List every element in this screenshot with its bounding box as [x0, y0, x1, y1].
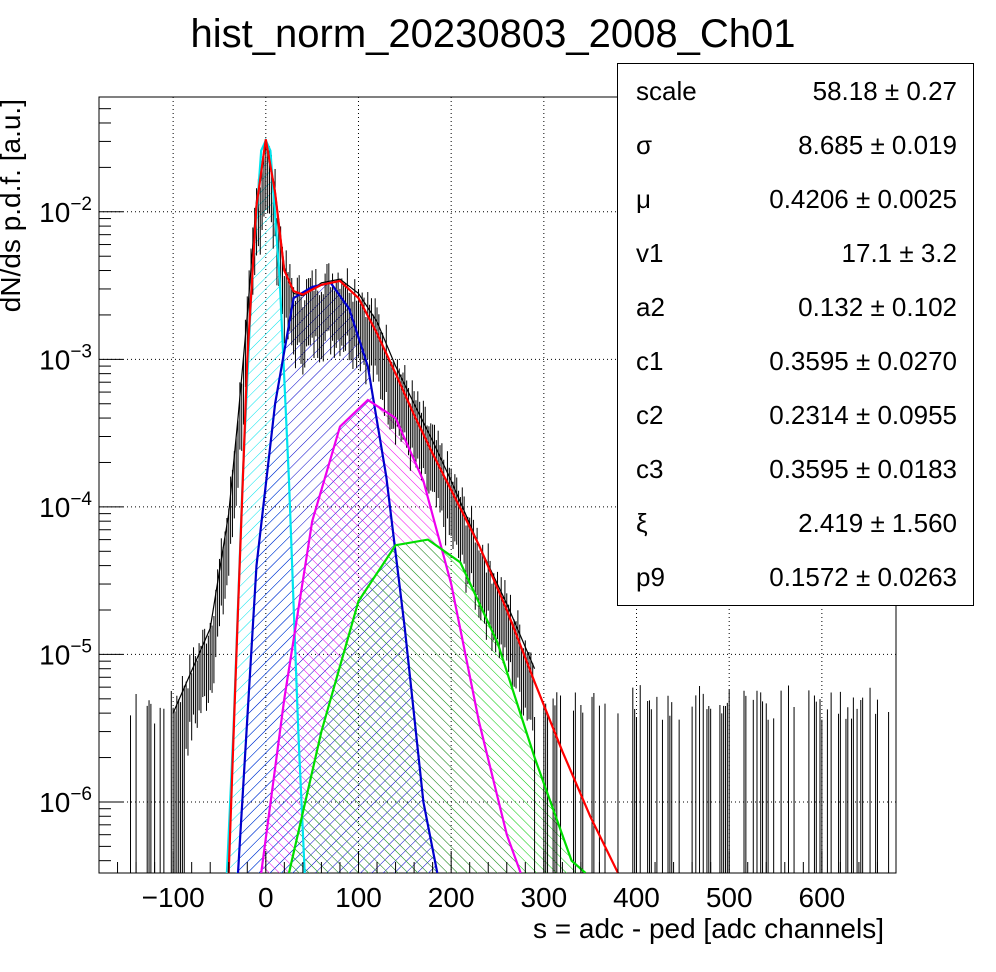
- y-tick-label: 10−5: [39, 636, 92, 670]
- stats-param-name: scale: [636, 76, 697, 106]
- total-fit-curve: [227, 139, 619, 873]
- stats-param-name: σ: [636, 130, 653, 160]
- first-peak-component: [236, 281, 439, 873]
- stats-param-value: 0.4206 ± 0.0025: [769, 184, 957, 214]
- y-tick-base: 10: [39, 639, 70, 670]
- stats-param-name: c3: [636, 454, 664, 484]
- third-peak-component: [287, 538, 587, 873]
- y-tick-label: 10−6: [39, 784, 92, 818]
- stats-param-value: 58.18 ± 0.27: [812, 76, 957, 106]
- stats-param-value: 2.419 ± 1.560: [798, 508, 957, 538]
- stats-param-value: 0.2314 ± 0.0955: [769, 400, 957, 430]
- y-tick-exponent: −3: [70, 341, 92, 362]
- component-fills: [226, 140, 586, 873]
- second-peak-component: [260, 398, 522, 873]
- stats-row: ξ 2.419 ± 1.560: [618, 496, 973, 550]
- x-tick-label: 400: [613, 882, 660, 913]
- chart-title: hist_norm_20230803_2008_Ch01: [191, 12, 796, 56]
- stats-param-value: 8.685 ± 0.019: [798, 130, 957, 160]
- x-tick-label: 300: [520, 882, 567, 913]
- stats-param-name: μ: [636, 184, 651, 214]
- y-tick-exponent: −5: [70, 636, 92, 657]
- stats-row: scale 58.18 ± 0.27: [618, 64, 973, 118]
- stats-param-name: v1: [636, 238, 664, 268]
- fit-stats-box: scale 58.18 ± 0.27 σ 8.685 ± 0.019 μ 0.4206 ±…: [617, 63, 974, 606]
- stats-row: c2 0.2314 ± 0.0955: [618, 388, 973, 442]
- stats-param-name: p9: [636, 562, 665, 592]
- stats-row: c1 0.3595 ± 0.0270: [618, 334, 973, 388]
- stats-param-value: 0.1572 ± 0.0263: [769, 562, 957, 592]
- y-tick-base: 10: [39, 197, 70, 228]
- y-tick-exponent: −4: [70, 489, 92, 510]
- stats-row: v1 17.1 ± 3.2: [618, 226, 973, 280]
- stats-row: σ 8.685 ± 0.019: [618, 118, 973, 172]
- stats-param-value: 0.132 ± 0.102: [798, 292, 957, 322]
- stats-row: μ 0.4206 ± 0.0025: [618, 172, 973, 226]
- stats-row: c3 0.3595 ± 0.0183: [618, 442, 973, 496]
- x-tick-label: 0: [258, 882, 274, 913]
- x-tick-label: 600: [799, 882, 846, 913]
- stats-param-name: ξ: [636, 508, 648, 538]
- stats-row: a2 0.132 ± 0.102: [618, 280, 973, 334]
- y-tick-exponent: −6: [70, 784, 92, 805]
- y-tick-label: 10−2: [39, 194, 92, 228]
- stats-param-value: 0.3595 ± 0.0183: [769, 454, 957, 484]
- x-tick-label: 200: [428, 882, 475, 913]
- stats-param-value: 0.3595 ± 0.0270: [769, 346, 957, 376]
- x-tick-label: 100: [335, 882, 382, 913]
- y-tick-exponent: −2: [70, 194, 92, 215]
- fit-curves: [225, 137, 619, 873]
- stats-param-name: c1: [636, 346, 664, 376]
- axis-ticks: −100 0 100 200 300 400 500 60010−610−510−410−31…: [39, 96, 897, 913]
- x-tick-label: −100: [142, 882, 205, 913]
- y-tick-base: 10: [39, 787, 70, 818]
- stats-row: p9 0.1572 ± 0.0263: [618, 550, 973, 604]
- third-peak-component-fill: [289, 539, 586, 873]
- stats-param-name: a2: [636, 292, 665, 322]
- x-axis-label: s = adc - ped [adc channels]: [533, 913, 884, 944]
- y-tick-base: 10: [39, 344, 70, 375]
- y-axis-label: dN/ds p.d.f. [a.u.]: [0, 99, 26, 312]
- x-tick-label: 500: [706, 882, 753, 913]
- stats-param-value: 17.1 ± 3.2: [841, 238, 957, 268]
- stats-param-name: c2: [636, 400, 664, 430]
- y-tick-base: 10: [39, 492, 70, 523]
- y-tick-label: 10−4: [39, 489, 92, 523]
- y-tick-label: 10−3: [39, 341, 92, 375]
